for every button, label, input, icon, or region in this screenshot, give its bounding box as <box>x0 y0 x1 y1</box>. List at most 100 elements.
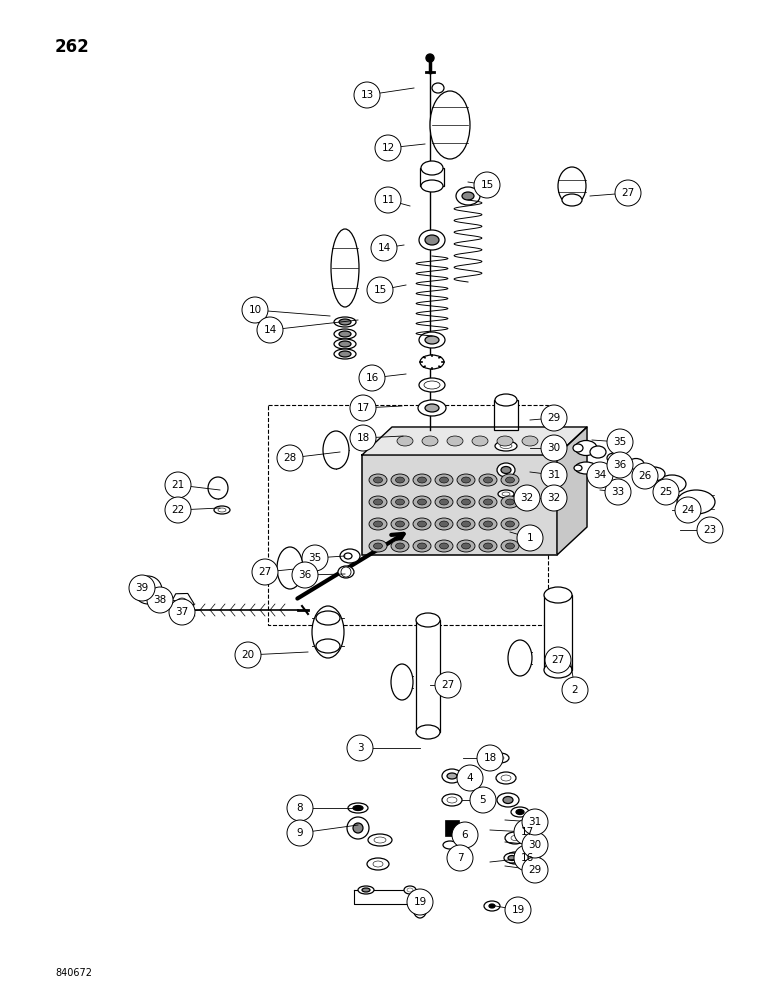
Ellipse shape <box>573 444 583 452</box>
Text: 2: 2 <box>572 685 578 695</box>
Ellipse shape <box>462 499 470 505</box>
Circle shape <box>545 647 571 673</box>
Ellipse shape <box>484 901 500 911</box>
Ellipse shape <box>331 229 359 307</box>
Ellipse shape <box>508 640 532 676</box>
Ellipse shape <box>374 477 382 483</box>
Text: 18: 18 <box>484 753 497 763</box>
Ellipse shape <box>417 543 427 549</box>
Circle shape <box>607 429 633 455</box>
Text: 25: 25 <box>659 487 672 497</box>
Circle shape <box>522 857 548 883</box>
Ellipse shape <box>391 518 409 530</box>
Ellipse shape <box>443 841 457 849</box>
Text: 36: 36 <box>299 570 312 580</box>
Text: 27: 27 <box>258 567 271 577</box>
Text: 27: 27 <box>441 680 455 690</box>
Circle shape <box>235 642 261 668</box>
Circle shape <box>697 517 723 543</box>
Text: 17: 17 <box>356 403 370 413</box>
Text: 32: 32 <box>520 493 534 503</box>
Ellipse shape <box>425 404 439 412</box>
Text: 34: 34 <box>594 470 607 480</box>
Text: 14: 14 <box>264 325 277 335</box>
Ellipse shape <box>413 474 431 486</box>
Text: 17: 17 <box>520 827 534 837</box>
Circle shape <box>615 180 641 206</box>
Ellipse shape <box>502 492 510 496</box>
Ellipse shape <box>505 477 515 483</box>
Ellipse shape <box>447 797 457 803</box>
Polygon shape <box>354 890 420 904</box>
Ellipse shape <box>501 466 511 474</box>
Ellipse shape <box>395 543 405 549</box>
Ellipse shape <box>374 521 382 527</box>
Circle shape <box>375 135 401 161</box>
Ellipse shape <box>489 904 495 908</box>
Ellipse shape <box>435 496 453 508</box>
Text: 31: 31 <box>548 470 561 480</box>
Circle shape <box>562 677 588 703</box>
Text: 8: 8 <box>296 803 303 813</box>
Ellipse shape <box>277 547 303 589</box>
Ellipse shape <box>368 834 392 846</box>
Text: 32: 32 <box>548 493 561 503</box>
Circle shape <box>129 575 155 601</box>
Ellipse shape <box>395 477 405 483</box>
Text: 1: 1 <box>526 533 534 543</box>
Circle shape <box>514 485 540 511</box>
Ellipse shape <box>391 474 409 486</box>
Circle shape <box>134 576 162 604</box>
Ellipse shape <box>607 453 621 463</box>
Text: 30: 30 <box>528 840 541 850</box>
Circle shape <box>292 562 318 588</box>
Circle shape <box>277 445 303 471</box>
Text: 16: 16 <box>520 853 534 863</box>
Ellipse shape <box>456 187 480 205</box>
Ellipse shape <box>562 194 582 206</box>
Ellipse shape <box>413 898 427 918</box>
Text: 23: 23 <box>704 525 717 535</box>
Ellipse shape <box>479 496 497 508</box>
Circle shape <box>514 845 540 871</box>
Ellipse shape <box>407 888 413 892</box>
Ellipse shape <box>417 477 427 483</box>
Bar <box>416 620 440 732</box>
Ellipse shape <box>374 499 382 505</box>
Ellipse shape <box>495 441 517 451</box>
Ellipse shape <box>334 317 356 327</box>
Ellipse shape <box>498 490 514 498</box>
Ellipse shape <box>347 817 369 839</box>
Text: 12: 12 <box>381 143 395 153</box>
Ellipse shape <box>484 477 492 483</box>
Ellipse shape <box>497 793 519 807</box>
Ellipse shape <box>479 474 497 486</box>
Text: 6: 6 <box>462 830 468 840</box>
Ellipse shape <box>462 521 470 527</box>
Circle shape <box>541 435 567 461</box>
Ellipse shape <box>391 664 413 700</box>
Ellipse shape <box>497 436 513 446</box>
Ellipse shape <box>334 339 356 349</box>
Text: 840672: 840672 <box>55 968 92 978</box>
Ellipse shape <box>495 394 517 406</box>
Ellipse shape <box>416 725 440 739</box>
Text: 30: 30 <box>548 443 561 453</box>
Ellipse shape <box>447 436 463 446</box>
Text: 15: 15 <box>374 285 387 295</box>
Ellipse shape <box>500 444 512 448</box>
Ellipse shape <box>677 490 715 514</box>
Polygon shape <box>362 427 587 455</box>
Text: 5: 5 <box>480 795 486 805</box>
Text: 38: 38 <box>154 595 167 605</box>
Text: 31: 31 <box>528 817 541 827</box>
Circle shape <box>375 187 401 213</box>
Ellipse shape <box>413 496 431 508</box>
Ellipse shape <box>334 329 356 339</box>
Ellipse shape <box>505 521 515 527</box>
Ellipse shape <box>339 319 351 325</box>
Ellipse shape <box>439 543 448 549</box>
Ellipse shape <box>522 436 538 446</box>
Ellipse shape <box>439 499 448 505</box>
Ellipse shape <box>442 794 462 806</box>
